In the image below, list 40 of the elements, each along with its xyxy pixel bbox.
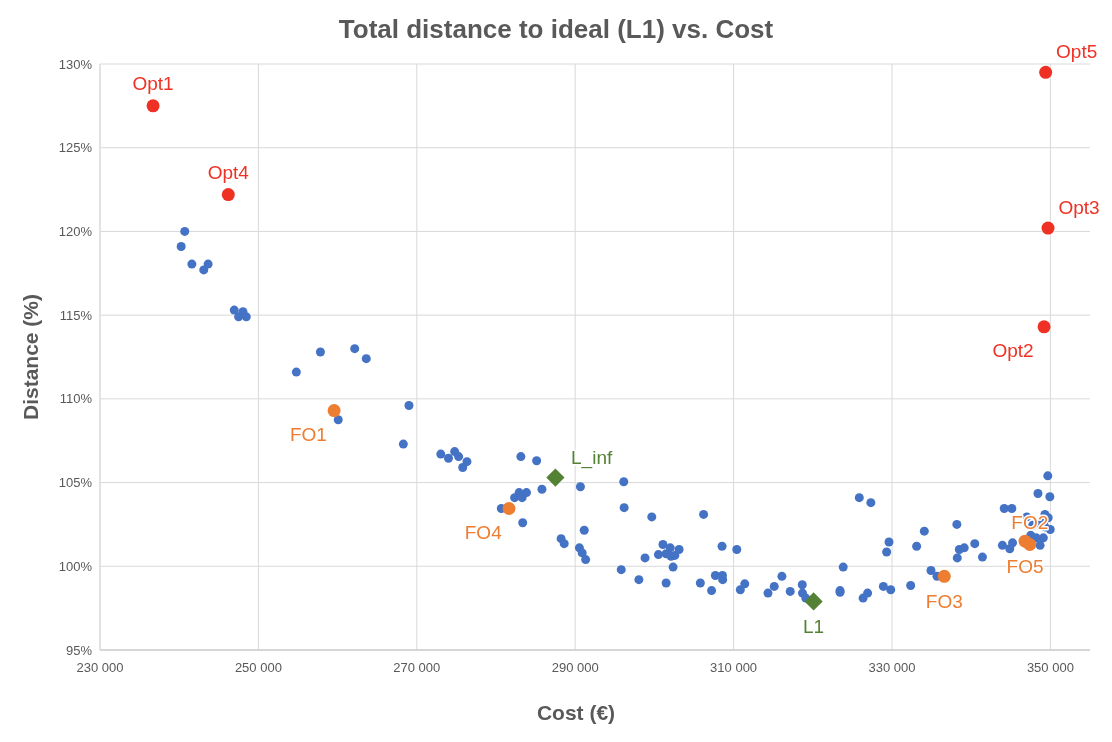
y-tick-label: 130% [58,56,93,72]
y-tick-label: 120% [58,223,93,239]
x-tick-label: 250 000 [234,660,282,675]
chart-title: Total distance to ideal (L1) vs. Cost [338,14,774,44]
annotation: Opt4 [207,161,250,183]
annotation: FO4 [464,521,503,543]
point [937,569,951,583]
x-axis-title: Cost (€) [536,701,616,724]
x-tick-label: 310 000 [710,660,758,675]
y-tick-label: 95% [65,642,93,658]
y-tick-label: 115% [59,307,93,323]
point [221,188,235,202]
y-tick-label: 110% [59,391,93,407]
point [502,502,516,516]
annotation: L_inf [571,446,613,469]
point [804,592,823,611]
annotation: FO5 [1006,556,1044,578]
annotation: Opt3 [1058,197,1100,219]
annotation: L1 [803,616,825,638]
y-tick-label: 100% [58,558,93,574]
point [146,99,160,113]
point [327,404,341,418]
annotation: Opt5 [1056,41,1098,63]
point [1037,320,1051,334]
x-tick-label: 330 000 [868,660,916,675]
x-tick-label: 290 000 [551,660,599,675]
point [1039,65,1053,79]
annotation: Opt2 [992,339,1034,361]
y-tick-label: 125% [58,140,93,156]
y-tick-label: 105% [58,475,93,491]
point [1023,538,1037,552]
x-tick-label: 350 000 [1026,660,1074,675]
point [1041,221,1055,235]
x-tick-label: 270 000 [393,660,441,675]
point [546,468,565,487]
annotation: FO1 [289,423,327,445]
annotation: FO3 [925,591,963,613]
y-axis-title: Distance (%) [19,293,42,421]
x-tick-label: 230 000 [76,660,124,675]
annotation: Opt1 [132,72,174,94]
